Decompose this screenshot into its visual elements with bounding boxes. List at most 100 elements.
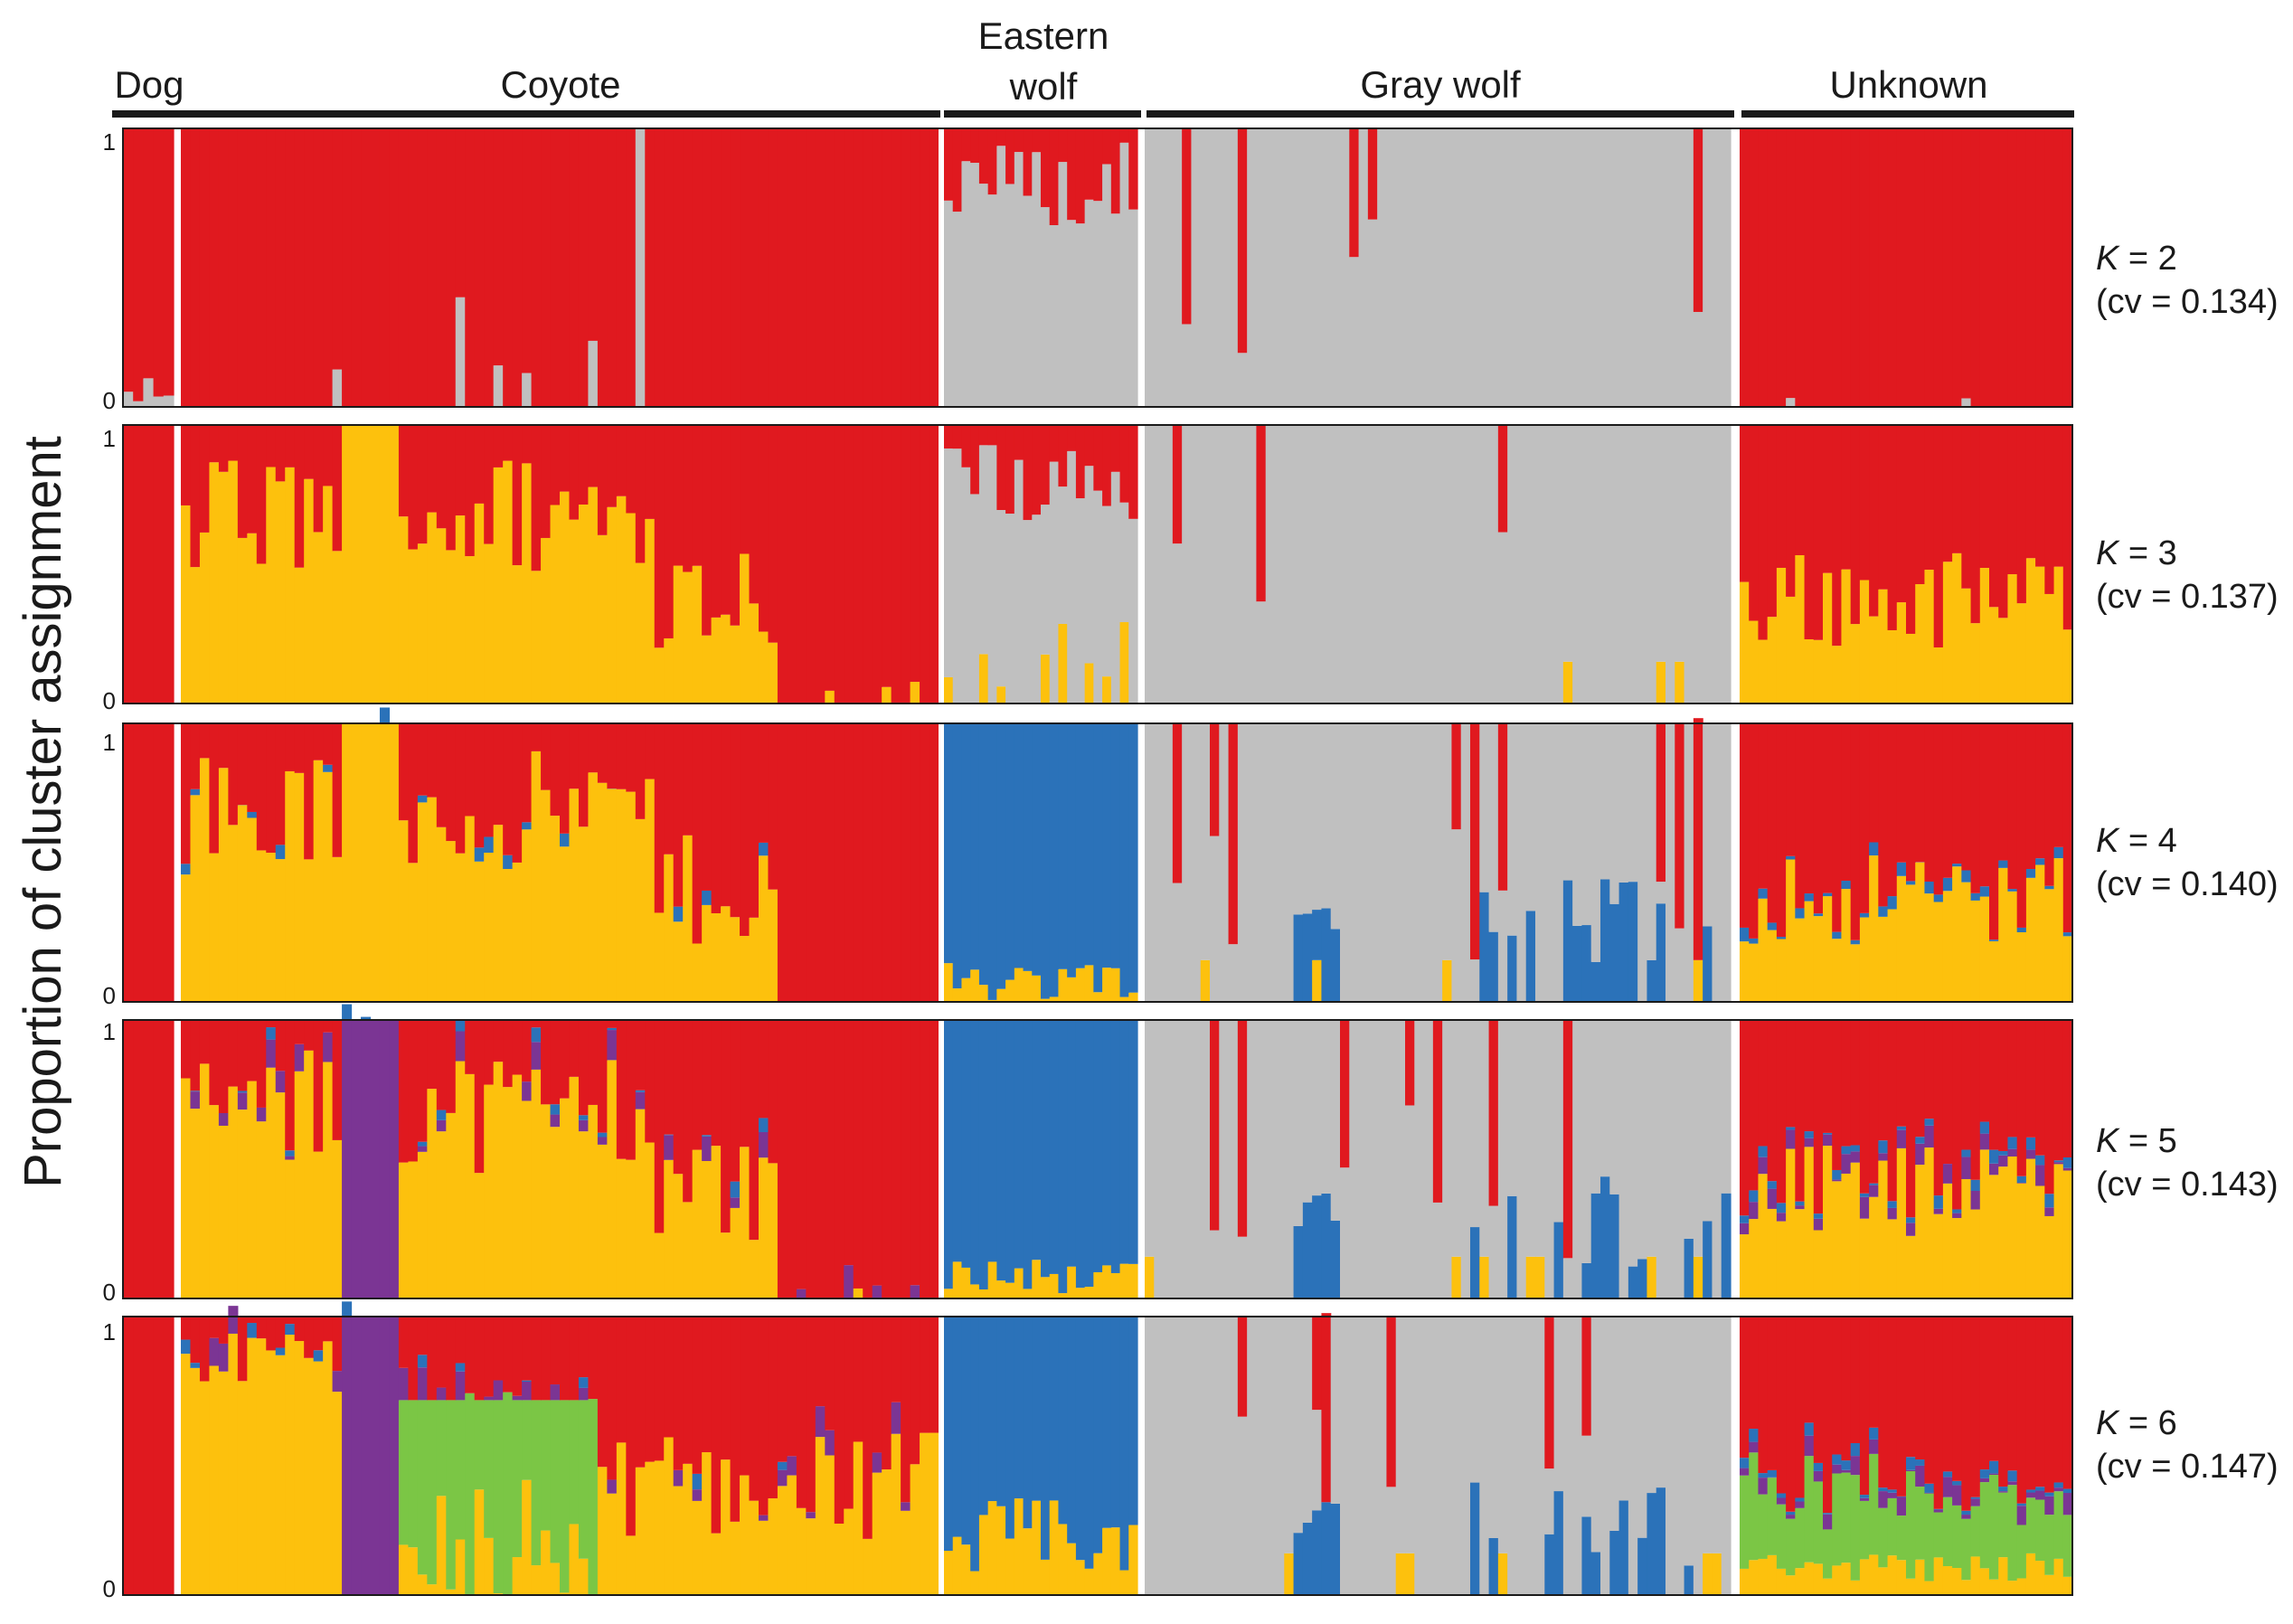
bar-segment bbox=[711, 1533, 722, 1595]
bar-segment bbox=[1247, 1020, 1258, 1298]
bar-segment bbox=[1293, 1533, 1304, 1595]
bar-segment bbox=[123, 723, 134, 1002]
bar-segment bbox=[1915, 128, 1926, 407]
bar-segment bbox=[1813, 1481, 1824, 1564]
bar-segment bbox=[569, 128, 580, 407]
bar-segment bbox=[996, 146, 1006, 407]
bar-segment bbox=[417, 1355, 428, 1368]
bar-segment bbox=[1321, 128, 1332, 407]
bar-segment bbox=[294, 425, 305, 568]
bar-segment bbox=[417, 1367, 428, 1401]
bar-segment bbox=[702, 890, 712, 905]
bar-segment bbox=[256, 425, 267, 564]
bar-segment bbox=[484, 853, 495, 1002]
bar-segment bbox=[493, 1317, 504, 1381]
bar-segment bbox=[1887, 1555, 1898, 1595]
bar-segment bbox=[825, 1020, 835, 1298]
bar-segment bbox=[484, 128, 495, 407]
bar-segment bbox=[218, 1371, 229, 1595]
bar-segment bbox=[1813, 1470, 1824, 1482]
bar-segment bbox=[1340, 128, 1350, 407]
bar-segment bbox=[342, 1301, 353, 1317]
bar-segment bbox=[1767, 930, 1778, 1002]
bar-segment bbox=[228, 723, 239, 826]
bar-segment bbox=[787, 1020, 797, 1298]
bar-segment bbox=[1618, 1020, 1629, 1298]
bar-segment bbox=[1442, 425, 1453, 703]
bar-segment bbox=[218, 1020, 229, 1113]
bar-segment bbox=[209, 128, 220, 407]
bar-segment bbox=[2007, 889, 2018, 892]
bar-segment bbox=[446, 1589, 457, 1595]
bar-segment bbox=[1832, 646, 1843, 703]
bar-segment bbox=[484, 1396, 495, 1401]
bar-segment bbox=[1312, 1020, 1323, 1196]
bar-segment bbox=[882, 1317, 892, 1470]
bar-segment bbox=[285, 1020, 296, 1151]
bar-segment bbox=[436, 826, 447, 1002]
bar-segment bbox=[370, 425, 381, 703]
bar-segment bbox=[408, 863, 419, 1002]
bar-segment bbox=[1952, 425, 1962, 553]
bar-segment bbox=[465, 1317, 476, 1393]
bar-segment bbox=[361, 1020, 372, 1298]
bar-segment bbox=[901, 1317, 911, 1503]
bar-segment bbox=[389, 1317, 400, 1595]
bar-segment bbox=[1776, 1497, 1787, 1505]
bar-segment bbox=[796, 723, 807, 1002]
bar-segment bbox=[1998, 1317, 2009, 1487]
bar-segment bbox=[1979, 723, 1990, 887]
bar-segment bbox=[199, 1381, 211, 1595]
bar-segment bbox=[996, 1317, 1006, 1506]
bar-segment bbox=[256, 850, 267, 1002]
bar-segment bbox=[1237, 1020, 1248, 1237]
bar-segment bbox=[1275, 723, 1285, 1002]
bar-segment bbox=[370, 723, 381, 1002]
bar-segment bbox=[635, 1020, 646, 1091]
bar-segment bbox=[417, 802, 428, 1002]
bar-segment bbox=[1979, 1469, 1990, 1478]
bar-segment bbox=[944, 1551, 954, 1595]
bar-segment bbox=[181, 1317, 192, 1340]
bar-segment bbox=[285, 128, 296, 407]
bar-segment bbox=[465, 1020, 476, 1074]
bar-segment bbox=[1970, 892, 1981, 901]
bar-segment bbox=[389, 723, 400, 1002]
bar-segment bbox=[1321, 1020, 1332, 1194]
bar-segment bbox=[342, 723, 353, 1002]
bar-segment bbox=[1924, 1125, 1935, 1148]
bar-segment bbox=[1841, 1469, 1852, 1473]
bar-segment bbox=[1172, 1317, 1183, 1595]
bar-segment bbox=[1767, 1208, 1778, 1298]
bar-segment bbox=[901, 425, 911, 703]
bar-segment bbox=[1128, 209, 1138, 407]
bar-segment bbox=[1961, 1157, 1972, 1179]
bar-segment bbox=[961, 161, 971, 408]
bar-segment bbox=[1878, 425, 1889, 590]
bar-segment bbox=[275, 128, 286, 407]
bar-segment bbox=[474, 1020, 485, 1174]
bar-segment bbox=[1497, 128, 1508, 407]
bar-segment bbox=[1340, 1317, 1350, 1595]
bar-segment bbox=[1740, 927, 1750, 942]
bar-segment bbox=[1823, 1578, 1833, 1595]
bar-segment bbox=[1896, 1317, 1907, 1497]
bar-segment bbox=[664, 128, 675, 407]
bar-segment bbox=[1058, 1020, 1068, 1294]
bar-segment bbox=[123, 128, 134, 392]
bar-segment bbox=[1367, 723, 1378, 1002]
bar-segment bbox=[474, 847, 485, 862]
bar-segment bbox=[777, 425, 788, 703]
bar-segment bbox=[1841, 128, 1852, 407]
bar-segment bbox=[1786, 596, 1796, 703]
bar-segment bbox=[944, 128, 954, 201]
bar-segment bbox=[465, 1073, 476, 1298]
bar-segment bbox=[711, 913, 722, 1002]
bar-segment bbox=[1703, 1221, 1713, 1298]
bar-segment bbox=[2025, 128, 2036, 407]
bar-segment bbox=[1110, 968, 1121, 1002]
bar-segment bbox=[1979, 1478, 1990, 1483]
bar-segment bbox=[1102, 676, 1112, 703]
bar-segment bbox=[332, 369, 343, 407]
bar-segment bbox=[787, 128, 797, 407]
